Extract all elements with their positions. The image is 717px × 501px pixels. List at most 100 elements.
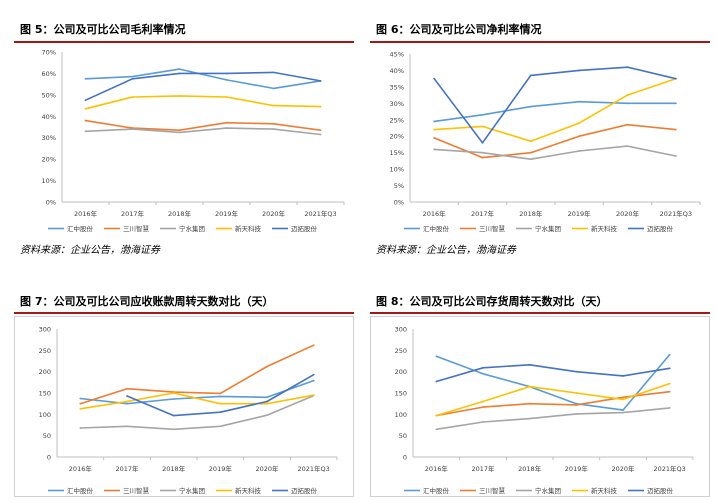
x-tick-label: 2017年: [121, 209, 145, 218]
data-point: [172, 414, 175, 417]
series-line-0: [436, 354, 671, 411]
series-line-2: [436, 407, 670, 431]
legend-label: 宁水集团: [535, 224, 561, 233]
legend-label: 新天科技: [591, 224, 618, 233]
data-point: [622, 398, 624, 401]
legend-label: 迈拓股份: [647, 224, 674, 233]
data-point: [481, 113, 484, 116]
series-line-4: [433, 66, 676, 144]
data-point: [435, 414, 438, 417]
data-point: [578, 69, 581, 72]
figure-5-title: 图 5：公司及可比公司毛利率情况: [20, 23, 186, 36]
x-tick-label: 2019年: [209, 464, 233, 473]
data-point: [668, 407, 671, 409]
data-point: [126, 402, 128, 405]
x-tick-label: 2019年: [565, 464, 589, 473]
figure-8-title-rule: [370, 312, 710, 314]
y-tick-label: 35%: [390, 83, 404, 91]
legend-label: 新天科技: [235, 486, 262, 495]
data-point: [266, 400, 268, 403]
series-line-0: [434, 100, 676, 123]
series-line-1: [80, 344, 315, 405]
data-point: [668, 367, 671, 370]
data-point: [578, 135, 581, 138]
legend-label: 汇中股份: [423, 224, 450, 233]
series-line-2: [434, 145, 676, 160]
data-point: [674, 77, 677, 80]
x-tick-label: 2020年: [616, 209, 640, 218]
data-point: [219, 395, 222, 398]
data-point: [481, 151, 484, 154]
y-tick-label: 30%: [390, 100, 404, 108]
x-tick-label: 2020年: [611, 464, 635, 473]
data-point: [312, 344, 315, 347]
data-point: [626, 145, 629, 147]
data-point: [79, 407, 82, 410]
x-tick-label: 2018年: [162, 464, 186, 473]
y-tick-label: 70%: [42, 49, 56, 57]
data-point: [131, 75, 134, 78]
data-point: [578, 122, 581, 124]
data-point: [172, 398, 175, 400]
legend-label: 宁水集团: [179, 224, 205, 233]
x-tick-label: 2021年Q3: [654, 464, 686, 473]
legend-label: 迈拓股份: [291, 486, 318, 495]
data-point: [529, 74, 532, 77]
x-tick-label: 2018年: [519, 209, 543, 218]
data-point: [79, 427, 82, 429]
y-tick-label: 40%: [42, 113, 56, 121]
figure-6-source: 资料来源：企业公告，渤海证券: [376, 245, 516, 256]
data-point: [266, 396, 268, 399]
y-tick-label: 15%: [390, 149, 404, 157]
data-point: [225, 78, 228, 81]
data-point: [225, 127, 228, 129]
data-point: [433, 148, 436, 151]
data-point: [225, 72, 228, 75]
data-point: [266, 365, 268, 368]
data-point: [626, 94, 629, 97]
x-tick-label: 2018年: [168, 209, 192, 218]
data-point: [482, 400, 484, 403]
data-point: [529, 151, 532, 154]
data-point: [668, 353, 671, 356]
series-line-3: [85, 95, 321, 110]
x-tick-label: 2016年: [425, 464, 449, 473]
y-tick-label: 45%: [390, 51, 404, 59]
data-point: [529, 105, 532, 108]
series-line-4: [126, 374, 315, 417]
x-tick-label: 2020年: [255, 464, 279, 473]
x-tick-label: 2019年: [568, 209, 592, 218]
data-point: [674, 102, 677, 105]
data-point: [84, 130, 87, 133]
figure-6-panel: 图 6：公司及可比公司净利率情况 0% 5% 10% 15% 20% 25% 30% 35% 4…: [370, 14, 710, 256]
data-point: [435, 428, 438, 431]
legend-label: 宁水集团: [535, 486, 561, 495]
y-tick-label: 100: [39, 411, 51, 419]
data-point: [319, 129, 322, 132]
y-tick-label: 5%: [394, 182, 404, 190]
data-point: [79, 397, 82, 400]
figure-6-chart: 0% 5% 10% 15% 20% 25% 30% 35% 40% 45% 2016年 2017年 20…: [390, 51, 701, 233]
y-tick-label: 50: [43, 432, 51, 440]
data-point: [626, 123, 629, 126]
figure-5-title-rule: [14, 41, 354, 43]
data-point: [529, 140, 532, 143]
data-point: [79, 402, 82, 405]
x-tick-label: 2017年: [471, 209, 495, 218]
figure-7-title: 图 7：公司及可比公司应收账款周转天数对比（天）: [20, 295, 274, 308]
data-point: [668, 382, 671, 385]
data-point: [433, 77, 436, 80]
legend-label: 三川智慧: [123, 224, 150, 233]
series-line-3: [434, 77, 677, 142]
figure-6-title: 图 6：公司及可比公司净利率情况: [376, 23, 542, 36]
legend-label: 汇中股份: [423, 486, 450, 495]
legend-label: 三川智慧: [479, 224, 506, 233]
data-point: [575, 404, 578, 406]
figure-7-chart: 0 50 100 150 200 250 300 2016年 2017年 2018年 2019年 20…: [39, 326, 338, 495]
data-point: [172, 428, 175, 431]
legend-label: 新天科技: [591, 486, 618, 495]
data-point: [84, 77, 87, 80]
x-tick-label: 2016年: [69, 464, 93, 473]
data-point: [131, 96, 134, 98]
data-point: [482, 372, 484, 375]
